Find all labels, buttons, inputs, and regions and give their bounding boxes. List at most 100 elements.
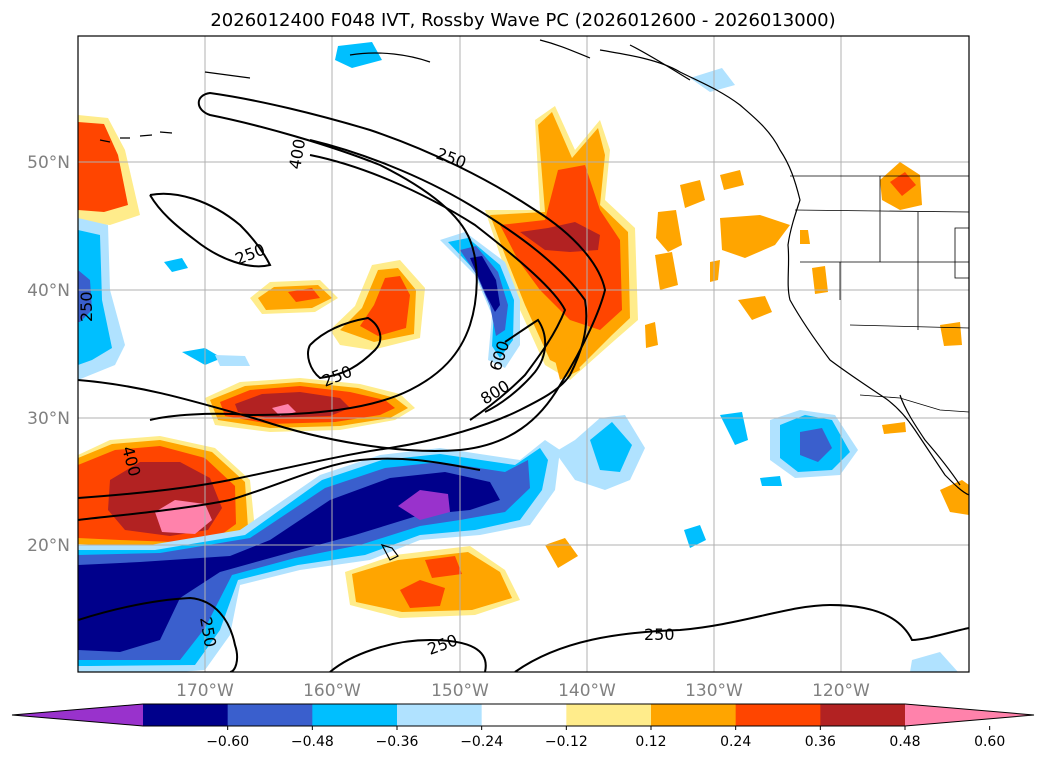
lat-label: 50°N bbox=[27, 153, 70, 173]
colorbar-tick-label: 0.24 bbox=[720, 734, 751, 750]
graticule bbox=[78, 36, 969, 672]
state-borders bbox=[794, 176, 969, 330]
shade-cold-e1-inner bbox=[590, 422, 632, 472]
mexico-border bbox=[859, 394, 969, 413]
shade-warm-small-2 bbox=[800, 230, 810, 244]
colorbar-segment bbox=[227, 704, 313, 726]
shade-warm-e11 bbox=[882, 422, 906, 434]
hawaii bbox=[380, 544, 399, 561]
shade-warm-e4 bbox=[720, 170, 744, 190]
shade-warm-nw-inner bbox=[78, 122, 128, 212]
colorbar-tick-label: 0.12 bbox=[635, 734, 666, 750]
colorbar-segment bbox=[820, 704, 906, 726]
shade-warm-band-pink bbox=[272, 404, 296, 416]
shade-cold-top bbox=[335, 42, 382, 68]
shade-cold-se bbox=[910, 652, 958, 672]
shade-warm-e3 bbox=[680, 180, 705, 208]
shade-cold-e4 bbox=[684, 525, 706, 548]
colorbar-segment bbox=[143, 704, 229, 726]
colorbar-segment bbox=[566, 704, 652, 726]
lat-label: 40°N bbox=[27, 281, 70, 301]
baja-coast bbox=[899, 394, 961, 486]
lon-label: 120°W bbox=[812, 681, 870, 701]
longitude-labels: 170°W 160°W 150°W 140°W 130°W 120°W bbox=[176, 681, 870, 701]
ivt-contour-southern-250 bbox=[78, 457, 481, 521]
colorbar: −0.60 −0.48 −0.36 −0.24 −0.12 0.12 0.24 0.36 0.4… bbox=[11, 703, 1035, 750]
shade-warm-e5 bbox=[720, 215, 790, 258]
colorbar-segment bbox=[481, 704, 567, 726]
shade-cold-ne bbox=[690, 68, 735, 92]
shade-cold-band-purple bbox=[398, 490, 450, 520]
shade-warm-e6 bbox=[710, 260, 720, 282]
shade-cold-e5 bbox=[760, 476, 782, 486]
shade-cold-e3 bbox=[720, 412, 748, 445]
lon-label: 130°W bbox=[685, 681, 743, 701]
ivt-contour-southeast-250 bbox=[514, 603, 969, 672]
colorbar-extend-low bbox=[12, 704, 143, 726]
colorbar-tick-label: −0.12 bbox=[545, 734, 588, 750]
contour-label: 250 bbox=[77, 291, 96, 322]
shade-cold-dot-2 bbox=[182, 348, 222, 365]
north-america-coast bbox=[599, 49, 969, 496]
colorbar-segment bbox=[397, 704, 483, 726]
alaska-coast bbox=[204, 39, 691, 81]
lat-label: 20°N bbox=[27, 536, 70, 556]
shade-cold-band-navy bbox=[78, 472, 500, 652]
shade-warm-ne-red bbox=[890, 172, 916, 196]
shade-cold-crescent-navy bbox=[470, 256, 500, 312]
shade-cold-e2-core bbox=[800, 428, 832, 462]
colorbar-segment bbox=[735, 704, 821, 726]
ivt-contour-250-inner bbox=[149, 192, 272, 268]
ivt-contour-southern-low bbox=[78, 596, 239, 672]
shade-warm-e9 bbox=[553, 346, 580, 380]
shade-cold-dot-1 bbox=[164, 258, 188, 272]
shade-warm-e2 bbox=[655, 252, 678, 290]
lon-label: 170°W bbox=[176, 681, 234, 701]
political-borders bbox=[790, 175, 969, 413]
colorbar-tick-label: 0.48 bbox=[889, 734, 920, 750]
ivt-contour-800 bbox=[484, 318, 547, 413]
latitude-labels: 50°N 40°N 30°N 20°N bbox=[27, 153, 70, 556]
shade-warm-south-orange bbox=[352, 552, 512, 612]
ivt-contour-600 bbox=[309, 154, 567, 421]
shade-warm-c1-core bbox=[288, 288, 320, 302]
shade-cold-west-core bbox=[78, 270, 92, 322]
lon-label: 140°W bbox=[558, 681, 616, 701]
colorbar-tick-label: 0.60 bbox=[974, 734, 1005, 750]
colorbar-tick-label: −0.60 bbox=[206, 734, 249, 750]
colorbar-segment bbox=[651, 704, 737, 726]
figure-title: 2026012400 F048 IVT, Rossby Wave PC (202… bbox=[210, 10, 835, 31]
ivt-contours bbox=[78, 91, 969, 672]
shade-warm-e8 bbox=[645, 322, 658, 348]
aleutians bbox=[99, 131, 173, 143]
shade-warm-small-3 bbox=[812, 266, 828, 294]
shade-warm-south-red bbox=[400, 580, 445, 608]
coastlines bbox=[99, 39, 969, 561]
shade-warm-south-red-2 bbox=[425, 556, 462, 578]
shade-warm-plume-dark bbox=[520, 222, 600, 252]
shade-warm-e12 bbox=[940, 480, 969, 515]
colorbar-extend-high bbox=[905, 704, 1034, 726]
colorbar-outline bbox=[11, 703, 1035, 727]
lat-label: 30°N bbox=[27, 409, 70, 429]
ivt-contour-250-mid bbox=[307, 316, 382, 380]
colorbar-tick-label: −0.24 bbox=[460, 734, 503, 750]
ivt-contour-south-250 bbox=[329, 638, 487, 672]
shade-warm-e7 bbox=[738, 296, 772, 320]
colorbar-tick-label: 0.36 bbox=[805, 734, 836, 750]
map-content: 250 400 250 250 250 600 800 400 250 250 … bbox=[77, 36, 969, 672]
map-frame bbox=[77, 35, 970, 673]
lon-label: 150°W bbox=[431, 681, 489, 701]
colorbar-tick-label: −0.36 bbox=[376, 734, 419, 750]
shade-cold-west-inner bbox=[78, 230, 112, 365]
colorbar-tick-label: −0.48 bbox=[291, 734, 334, 750]
colorbar-segment bbox=[312, 704, 398, 726]
shaded-field bbox=[78, 42, 969, 672]
contour-label: 250 bbox=[644, 625, 675, 644]
ivt-contour-400 bbox=[78, 139, 588, 499]
shade-cold-crescent-blue bbox=[460, 246, 508, 336]
shade-cold-dot-3 bbox=[215, 355, 250, 366]
lon-label: 160°W bbox=[303, 681, 361, 701]
shade-warm-e1 bbox=[656, 210, 682, 252]
